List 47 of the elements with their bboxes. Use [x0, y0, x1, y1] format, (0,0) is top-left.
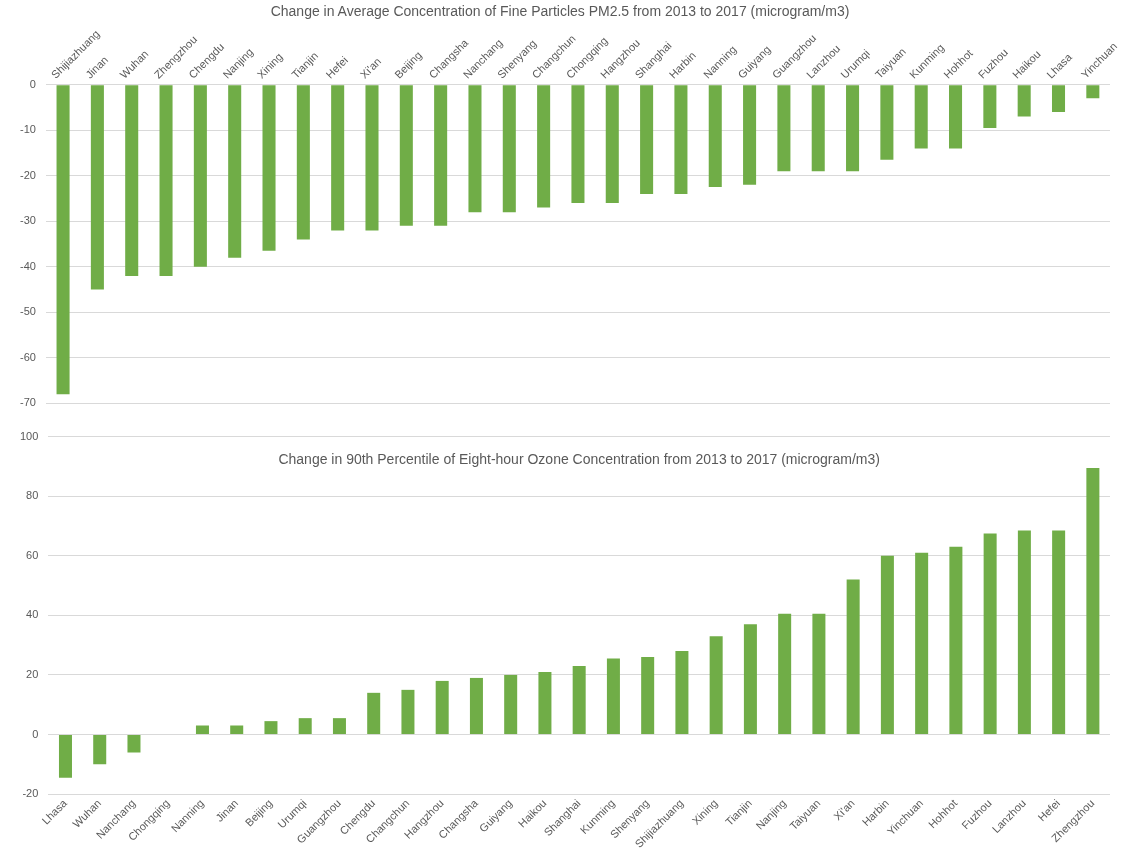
bar — [469, 677, 483, 735]
y-tick-label: -20 — [19, 168, 36, 181]
bar — [743, 624, 757, 735]
y-tick-label: -20 — [22, 787, 39, 800]
bar — [195, 725, 209, 735]
bar — [504, 674, 518, 735]
bar — [435, 680, 449, 735]
bar — [264, 721, 278, 735]
bar — [538, 671, 552, 735]
y-tick-label: -60 — [19, 350, 36, 363]
bar — [778, 613, 792, 735]
bar — [641, 657, 655, 735]
y-tick-label: 20 — [26, 667, 39, 680]
y-tick-label: 0 — [29, 77, 36, 90]
bar — [983, 533, 997, 735]
y-tick-label: -40 — [19, 259, 36, 272]
bar — [58, 735, 72, 778]
bar — [812, 613, 826, 735]
bar — [846, 579, 860, 735]
bar — [230, 725, 244, 735]
bar — [298, 718, 312, 735]
y-tick-label: 100 — [19, 429, 39, 442]
bar — [367, 692, 381, 735]
chart-title: Change in Average Concentration of Fine Particles PM2.5 from 2013 to 2017 (microgram/m3) — [270, 3, 850, 20]
y-tick-label: 40 — [26, 608, 39, 621]
bar — [1017, 530, 1031, 735]
y-tick-label: 80 — [26, 489, 39, 502]
bar — [572, 666, 586, 735]
bar — [127, 735, 141, 753]
bar — [709, 636, 723, 735]
bar — [915, 552, 929, 735]
bar — [1086, 467, 1100, 735]
bar — [675, 651, 689, 735]
bar — [93, 735, 107, 765]
y-tick-label: 60 — [26, 548, 39, 561]
bar — [880, 555, 894, 735]
y-tick-label: -70 — [19, 396, 36, 409]
bar — [401, 689, 415, 735]
bar — [606, 658, 620, 735]
bar — [332, 718, 346, 735]
bar — [1052, 530, 1066, 735]
text: Change in 90th Percentile of Eight-hour Ozone Concentration from 2013 to 2017 (microgram/m3) — [278, 451, 880, 468]
y-tick-label: -10 — [19, 123, 36, 136]
y-tick-label: 0 — [32, 727, 39, 740]
bar — [949, 546, 963, 735]
y-tick-label: -30 — [19, 214, 36, 227]
y-tick-label: -50 — [19, 305, 36, 318]
